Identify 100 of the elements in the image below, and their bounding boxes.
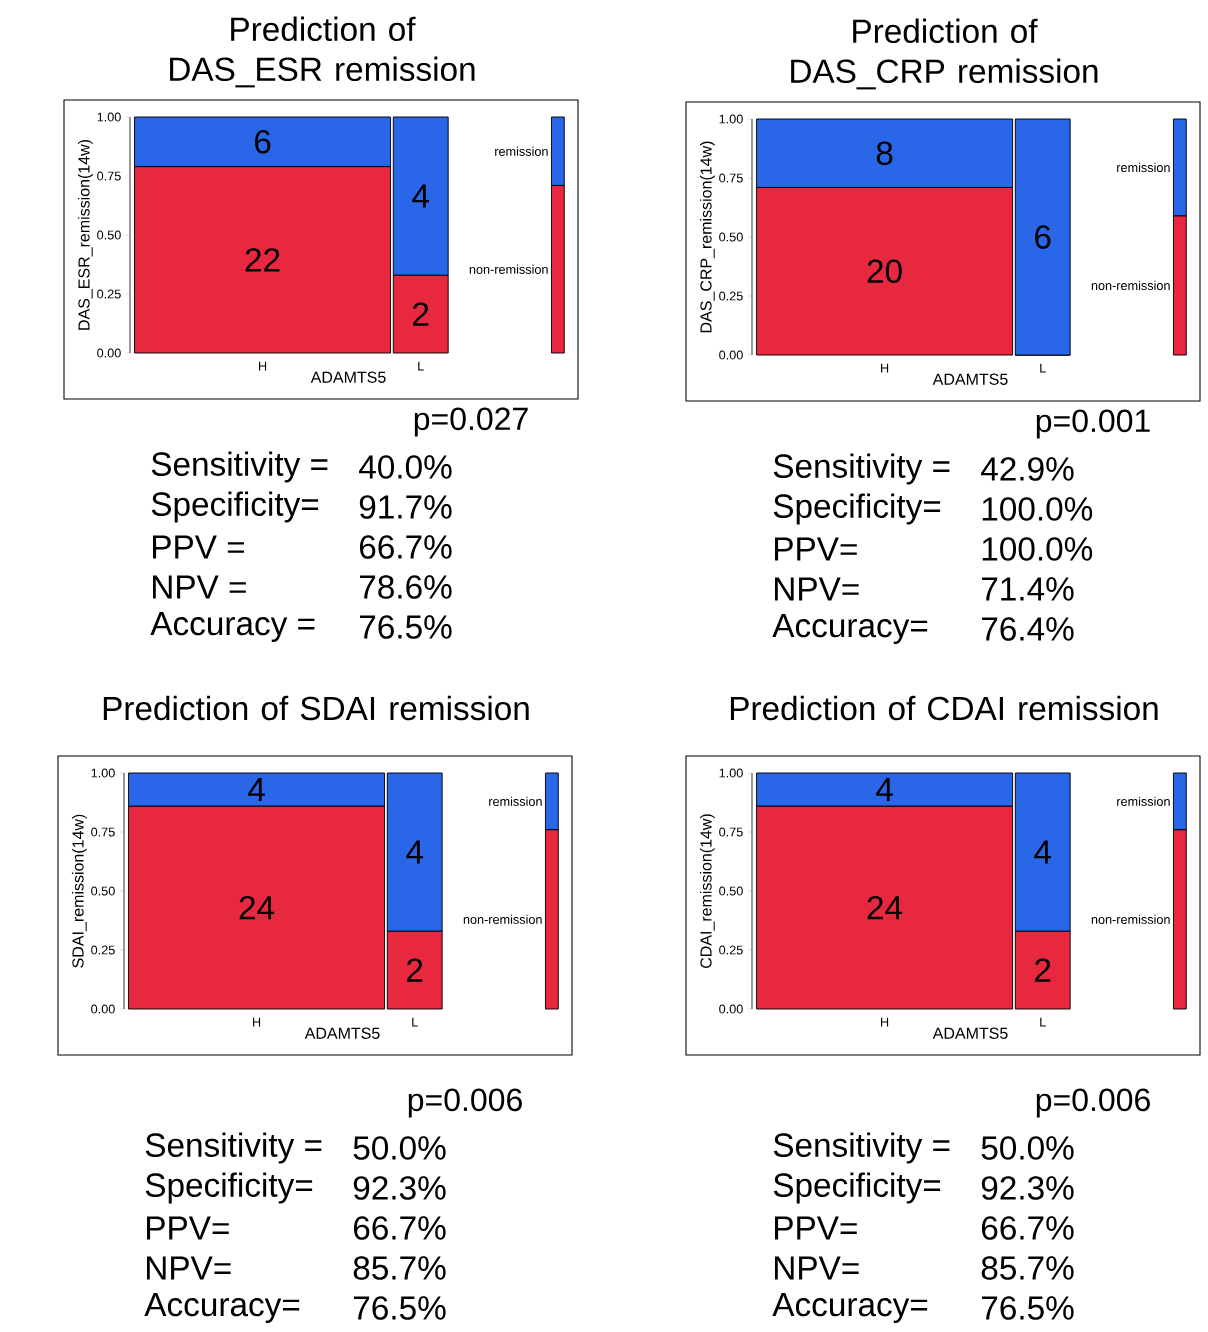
y-tick-label: 0.50 bbox=[91, 886, 115, 896]
annotation: 2 bbox=[407, 958, 423, 982]
y-axis-title: SDAI_remission(14w) bbox=[71, 814, 87, 968]
x-tick-label: L bbox=[418, 361, 424, 371]
text: Specificity= bbox=[773, 493, 941, 525]
text: 66.7% bbox=[981, 1216, 1074, 1240]
text: 76.5% bbox=[359, 615, 452, 639]
y-tick-label: 0.00 bbox=[719, 1004, 743, 1014]
text: p=0.006 bbox=[1036, 1088, 1150, 1118]
x-axis-title: ADAMTS5 bbox=[932, 373, 1008, 385]
annotation: 4 bbox=[248, 778, 265, 801]
text: 40.0% bbox=[359, 455, 452, 479]
text: 100.0% bbox=[982, 497, 1093, 521]
annotation: 24 bbox=[239, 895, 275, 920]
text: 71.4% bbox=[981, 577, 1074, 601]
text: PPV= bbox=[775, 537, 857, 561]
annotation: 4 bbox=[406, 840, 424, 864]
series-label: non-remission bbox=[463, 914, 542, 924]
x-tick-label: H bbox=[881, 1017, 889, 1027]
y-tick-label: 1.00 bbox=[719, 768, 743, 778]
y-tick-label: 0.00 bbox=[97, 348, 121, 358]
annotation: 4 bbox=[1034, 840, 1052, 864]
annotation: 8 bbox=[876, 141, 893, 166]
text: Accuracy= bbox=[772, 614, 928, 644]
x-tick-label: L bbox=[412, 1017, 418, 1027]
text: PPV= bbox=[147, 1216, 229, 1240]
text: NPV= bbox=[775, 1256, 859, 1280]
text: 92.3% bbox=[981, 1176, 1074, 1200]
y-tick-label: 0.25 bbox=[91, 945, 115, 955]
x-axis-title: ADAMTS5 bbox=[304, 1027, 380, 1039]
annotation: 22 bbox=[245, 248, 280, 272]
text: 76.5% bbox=[981, 1296, 1074, 1320]
text: Specificity= bbox=[151, 491, 319, 523]
annotation: 4 bbox=[412, 184, 430, 208]
y-tick-label: 0.75 bbox=[97, 171, 121, 181]
annotation: 4 bbox=[876, 778, 893, 801]
text: 91.7% bbox=[359, 495, 452, 519]
x-axis-title: ADAMTS5 bbox=[932, 1027, 1008, 1039]
text: 66.7% bbox=[353, 1216, 446, 1240]
text: 76.5% bbox=[353, 1296, 446, 1320]
y-tick-label: 0.75 bbox=[719, 827, 743, 837]
text: Sensitivity = bbox=[773, 453, 950, 485]
text: 50.0% bbox=[981, 1136, 1074, 1160]
text: Sensitivity = bbox=[151, 451, 328, 483]
y-axis-title: CDAI_remission(14w) bbox=[699, 814, 715, 968]
text: PPV = bbox=[153, 535, 245, 559]
y-tick-label: 1.00 bbox=[719, 114, 743, 124]
y-tick-label: 0.50 bbox=[97, 230, 121, 240]
text: 50.0% bbox=[353, 1136, 446, 1160]
text: Sensitivity = bbox=[145, 1132, 322, 1164]
text: Sensitivity = bbox=[773, 1132, 950, 1164]
series-label: remission bbox=[1117, 162, 1170, 173]
chart-title: Prediction of DAS_CRP remission bbox=[791, 18, 1098, 90]
y-tick-label: 1.00 bbox=[97, 112, 121, 122]
text: 85.7% bbox=[981, 1256, 1074, 1280]
y-axis-title: DAS_ESR_remission(14w) bbox=[77, 140, 93, 330]
series-label: remission bbox=[1117, 796, 1170, 806]
text: NPV= bbox=[147, 1256, 231, 1280]
chart-title: Prediction of DAS_ESR remission bbox=[170, 16, 475, 88]
y-tick-label: 0.50 bbox=[719, 886, 743, 896]
x-tick-label: H bbox=[253, 1017, 261, 1027]
text: p=0.006 bbox=[408, 1088, 522, 1118]
text: NPV = bbox=[153, 575, 246, 599]
x-tick-label: L bbox=[1040, 1017, 1046, 1027]
chart-title: Prediction of CDAI remission bbox=[730, 695, 1158, 721]
series-label: non-remission bbox=[469, 264, 548, 274]
x-tick-label: H bbox=[259, 361, 267, 371]
y-tick-label: 0.50 bbox=[719, 232, 743, 242]
annotation: 2 bbox=[1035, 958, 1051, 982]
series-label: remission bbox=[489, 796, 542, 806]
y-axis-title: DAS_CRP_remission(14w) bbox=[699, 141, 715, 333]
y-tick-label: 0.75 bbox=[719, 173, 743, 183]
x-axis-title: ADAMTS5 bbox=[310, 371, 386, 383]
series-label: non-remission bbox=[1091, 914, 1170, 924]
text: 85.7% bbox=[353, 1256, 446, 1280]
text: Specificity= bbox=[145, 1172, 313, 1204]
text: Accuracy= bbox=[144, 1293, 300, 1323]
x-tick-label: H bbox=[881, 363, 889, 373]
annotation: 2 bbox=[413, 302, 429, 326]
annotation: 24 bbox=[867, 895, 903, 920]
y-tick-label: 1.00 bbox=[91, 768, 115, 778]
text: 92.3% bbox=[353, 1176, 446, 1200]
text: p=0.027 bbox=[414, 407, 528, 437]
x-tick-label: L bbox=[1040, 363, 1046, 373]
text: Accuracy= bbox=[772, 1293, 928, 1323]
y-tick-label: 0.00 bbox=[91, 1004, 115, 1014]
text: Specificity= bbox=[773, 1172, 941, 1204]
text: Accuracy = bbox=[150, 612, 315, 642]
y-tick-label: 0.25 bbox=[719, 945, 743, 955]
text: p=0.001 bbox=[1036, 409, 1150, 439]
text: 42.9% bbox=[981, 457, 1074, 481]
chart-title: Prediction of SDAI remission bbox=[103, 695, 529, 721]
y-tick-label: 0.25 bbox=[719, 291, 743, 301]
text: 76.4% bbox=[981, 617, 1074, 641]
text: 66.7% bbox=[359, 535, 452, 559]
y-tick-label: 0.75 bbox=[91, 827, 115, 837]
annotation: 20 bbox=[867, 259, 902, 284]
annotation: 6 bbox=[1035, 225, 1051, 249]
y-tick-label: 0.00 bbox=[719, 350, 743, 360]
series-label: non-remission bbox=[1091, 280, 1170, 291]
